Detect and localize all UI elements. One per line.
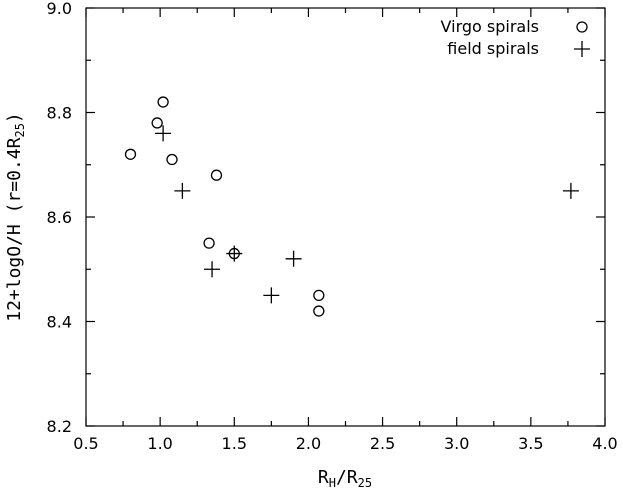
axis-ticks (85, 7, 606, 427)
y-tick-label: 8.4 (47, 313, 72, 332)
legend: Virgo spirals field spirals (441, 17, 590, 58)
x-axis-label: RH/R25 (318, 467, 372, 490)
field-spiral-point (226, 245, 243, 262)
axis-tick-labels: 0.5 1.0 1.5 2.0 2.5 3.0 3.5 4.0 8.2 8.4 8.6 8.8 9.0 (47, 0, 618, 453)
y-tick-label: 8.2 (47, 417, 72, 436)
data-points (124, 96, 579, 317)
legend-label-virgo: Virgo spirals (441, 17, 539, 36)
x-tick-label: 3.5 (518, 434, 543, 453)
legend-marker-plus-icon (574, 41, 590, 57)
virgo-spiral-point (313, 305, 325, 317)
x-tick-label: 3.0 (444, 434, 469, 453)
field-spiral-point (263, 287, 280, 304)
x-tick-label: 2.5 (370, 434, 395, 453)
field-spiral-point (285, 250, 302, 267)
field-spiral-point (562, 182, 579, 199)
field-spiral-point (174, 182, 191, 199)
x-tick-label: 2.0 (296, 434, 321, 453)
virgo-spiral-point (157, 96, 169, 108)
field-spiral-point (155, 125, 172, 142)
x-tick-label: 4.0 (592, 434, 617, 453)
x-tick-label: 1.0 (147, 434, 172, 453)
y-tick-label: 9.0 (47, 0, 72, 18)
virgo-spiral-point (166, 153, 178, 166)
field-spiral-point (204, 261, 221, 278)
x-tick-label: 1.5 (222, 434, 247, 453)
legend-marker-circle-icon (576, 21, 588, 33)
x-tick-label: 0.5 (73, 434, 98, 453)
virgo-spiral-point (203, 237, 215, 249)
virgo-spiral-point (151, 117, 163, 129)
virgo-spiral-point (313, 289, 325, 302)
y-tick-label: 8.8 (47, 104, 72, 123)
plot-frame (85, 7, 606, 427)
virgo-spiral-point (124, 148, 137, 160)
legend-label-field: field spirals (447, 39, 539, 58)
virgo-spiral-point (210, 169, 223, 181)
y-tick-label: 8.6 (47, 208, 72, 227)
y-axis-label: 12+logO/H (r=0.4R25) (4, 112, 27, 322)
